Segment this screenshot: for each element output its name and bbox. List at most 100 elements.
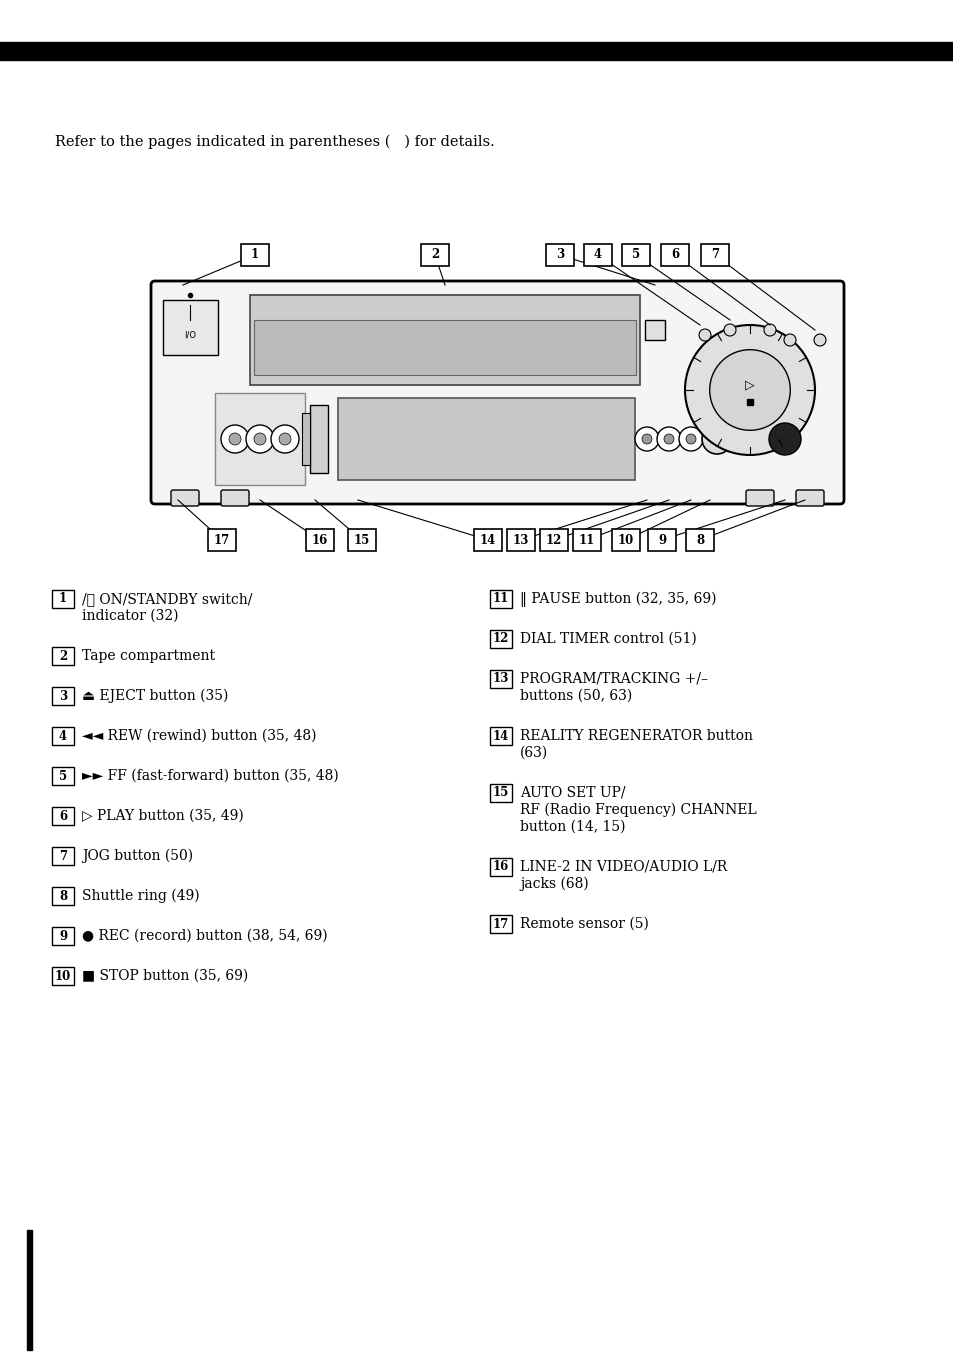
Bar: [621, 243, 649, 266]
Text: 14: 14: [479, 534, 496, 546]
Bar: [0, 42, 953, 59]
Text: DIAL TIMER control (51): DIAL TIMER control (51): [519, 631, 696, 646]
Bar: [490, 784, 512, 802]
Text: Tape compartment: Tape compartment: [82, 649, 214, 662]
FancyBboxPatch shape: [795, 489, 823, 506]
Text: ►► FF (fast-forward) button (35, 48): ►► FF (fast-forward) button (35, 48): [82, 769, 338, 783]
Text: 4: 4: [594, 249, 601, 261]
Text: Remote sensor (5): Remote sensor (5): [519, 917, 648, 932]
Bar: [490, 589, 512, 608]
Text: 1: 1: [251, 249, 259, 261]
FancyBboxPatch shape: [221, 489, 249, 506]
Circle shape: [253, 433, 266, 445]
Text: 11: 11: [578, 534, 595, 546]
Text: ▷: ▷: [744, 379, 754, 392]
Text: ● REC (record) button (38, 54, 69): ● REC (record) button (38, 54, 69): [82, 929, 327, 942]
Text: JOG button (50): JOG button (50): [82, 849, 193, 863]
Bar: [253, 320, 636, 375]
Text: 11: 11: [493, 592, 509, 606]
Text: PROGRAM/TRACKING +/–: PROGRAM/TRACKING +/–: [519, 672, 707, 685]
Circle shape: [768, 423, 801, 456]
Bar: [52, 727, 74, 745]
Bar: [52, 589, 74, 608]
Text: 2: 2: [431, 249, 438, 261]
Bar: [302, 412, 310, 465]
Bar: [52, 967, 74, 986]
Text: 10: 10: [55, 969, 71, 983]
Circle shape: [635, 427, 659, 452]
Text: 8: 8: [59, 890, 67, 903]
Text: buttons (50, 63): buttons (50, 63): [519, 690, 632, 703]
Circle shape: [641, 434, 651, 443]
Text: 3: 3: [556, 249, 563, 261]
Text: 14: 14: [493, 730, 509, 742]
Text: AUTO SET UP/: AUTO SET UP/: [519, 786, 625, 800]
Bar: [310, 406, 328, 473]
Bar: [644, 320, 664, 339]
Bar: [490, 915, 512, 933]
Circle shape: [723, 324, 735, 337]
Circle shape: [684, 324, 814, 456]
Bar: [52, 846, 74, 865]
Bar: [647, 529, 676, 552]
Text: ‖ PAUSE button (32, 35, 69): ‖ PAUSE button (32, 35, 69): [519, 591, 716, 607]
Circle shape: [679, 427, 702, 452]
Text: 4: 4: [59, 730, 67, 742]
Bar: [241, 243, 269, 266]
Bar: [52, 687, 74, 704]
Text: 9: 9: [59, 930, 67, 942]
Circle shape: [699, 329, 710, 341]
Bar: [337, 397, 635, 480]
Text: 8: 8: [695, 534, 703, 546]
Bar: [348, 529, 375, 552]
Text: 10: 10: [618, 534, 634, 546]
Text: 13: 13: [493, 672, 509, 685]
Bar: [490, 630, 512, 648]
Text: 1: 1: [59, 592, 67, 606]
Circle shape: [685, 434, 696, 443]
Text: 17: 17: [493, 918, 509, 930]
Circle shape: [221, 425, 249, 453]
Text: 7: 7: [59, 849, 67, 863]
Text: 7: 7: [710, 249, 719, 261]
Text: RF (Radio Frequency) CHANNEL: RF (Radio Frequency) CHANNEL: [519, 803, 756, 817]
Circle shape: [783, 334, 795, 346]
Circle shape: [657, 427, 680, 452]
FancyBboxPatch shape: [151, 281, 843, 504]
Circle shape: [278, 433, 291, 445]
Text: 5: 5: [631, 249, 639, 261]
Bar: [490, 671, 512, 688]
Bar: [52, 648, 74, 665]
Text: REALITY REGENERATOR button: REALITY REGENERATOR button: [519, 729, 752, 744]
Bar: [163, 300, 218, 356]
Bar: [27, 1230, 32, 1351]
Text: 16: 16: [312, 534, 328, 546]
Text: 15: 15: [493, 787, 509, 799]
Bar: [685, 529, 713, 552]
Text: Refer to the pages indicated in parentheses (   ) for details.: Refer to the pages indicated in parenthe…: [55, 135, 495, 149]
Text: (63): (63): [519, 746, 548, 760]
Circle shape: [229, 433, 241, 445]
Text: LINE-2 IN VIDEO/AUDIO L/R: LINE-2 IN VIDEO/AUDIO L/R: [519, 860, 726, 873]
Circle shape: [701, 425, 731, 454]
Circle shape: [813, 334, 825, 346]
Text: 16: 16: [493, 860, 509, 873]
Bar: [52, 887, 74, 904]
Bar: [52, 807, 74, 825]
Circle shape: [271, 425, 298, 453]
Text: 6: 6: [670, 249, 679, 261]
Text: indicator (32): indicator (32): [82, 608, 178, 623]
Bar: [490, 859, 512, 876]
Bar: [250, 295, 639, 385]
Text: 6: 6: [59, 810, 67, 822]
Text: 5: 5: [59, 769, 67, 783]
Bar: [474, 529, 501, 552]
Bar: [545, 243, 574, 266]
Bar: [700, 243, 728, 266]
Bar: [306, 529, 334, 552]
Text: 3: 3: [59, 690, 67, 703]
Bar: [214, 393, 305, 485]
Text: jacks (68): jacks (68): [519, 877, 588, 891]
Bar: [420, 243, 449, 266]
Text: ▷ PLAY button (35, 49): ▷ PLAY button (35, 49): [82, 808, 244, 823]
